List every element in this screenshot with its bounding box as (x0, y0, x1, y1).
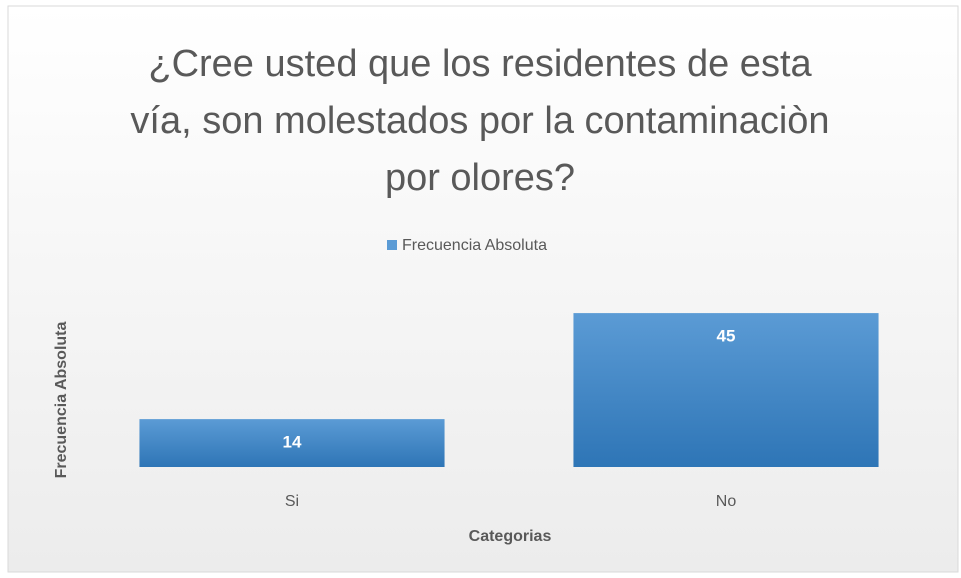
chart-title: ¿Cree usted que los residentes de esta v… (130, 43, 830, 199)
x-tick-label: Si (285, 493, 299, 510)
data-label: 45 (717, 327, 736, 346)
bar (139, 419, 445, 467)
chart-frame (7, 5, 959, 573)
data-label: 14 (283, 433, 302, 452)
legend-swatch (387, 240, 397, 250)
bar (573, 313, 879, 467)
legend-label: Frecuencia Absoluta (402, 237, 547, 254)
x-tick-label: No (716, 493, 737, 510)
y-axis-title: Frecuencia Absoluta (53, 322, 70, 479)
x-axis-title: Categorias (469, 528, 552, 545)
